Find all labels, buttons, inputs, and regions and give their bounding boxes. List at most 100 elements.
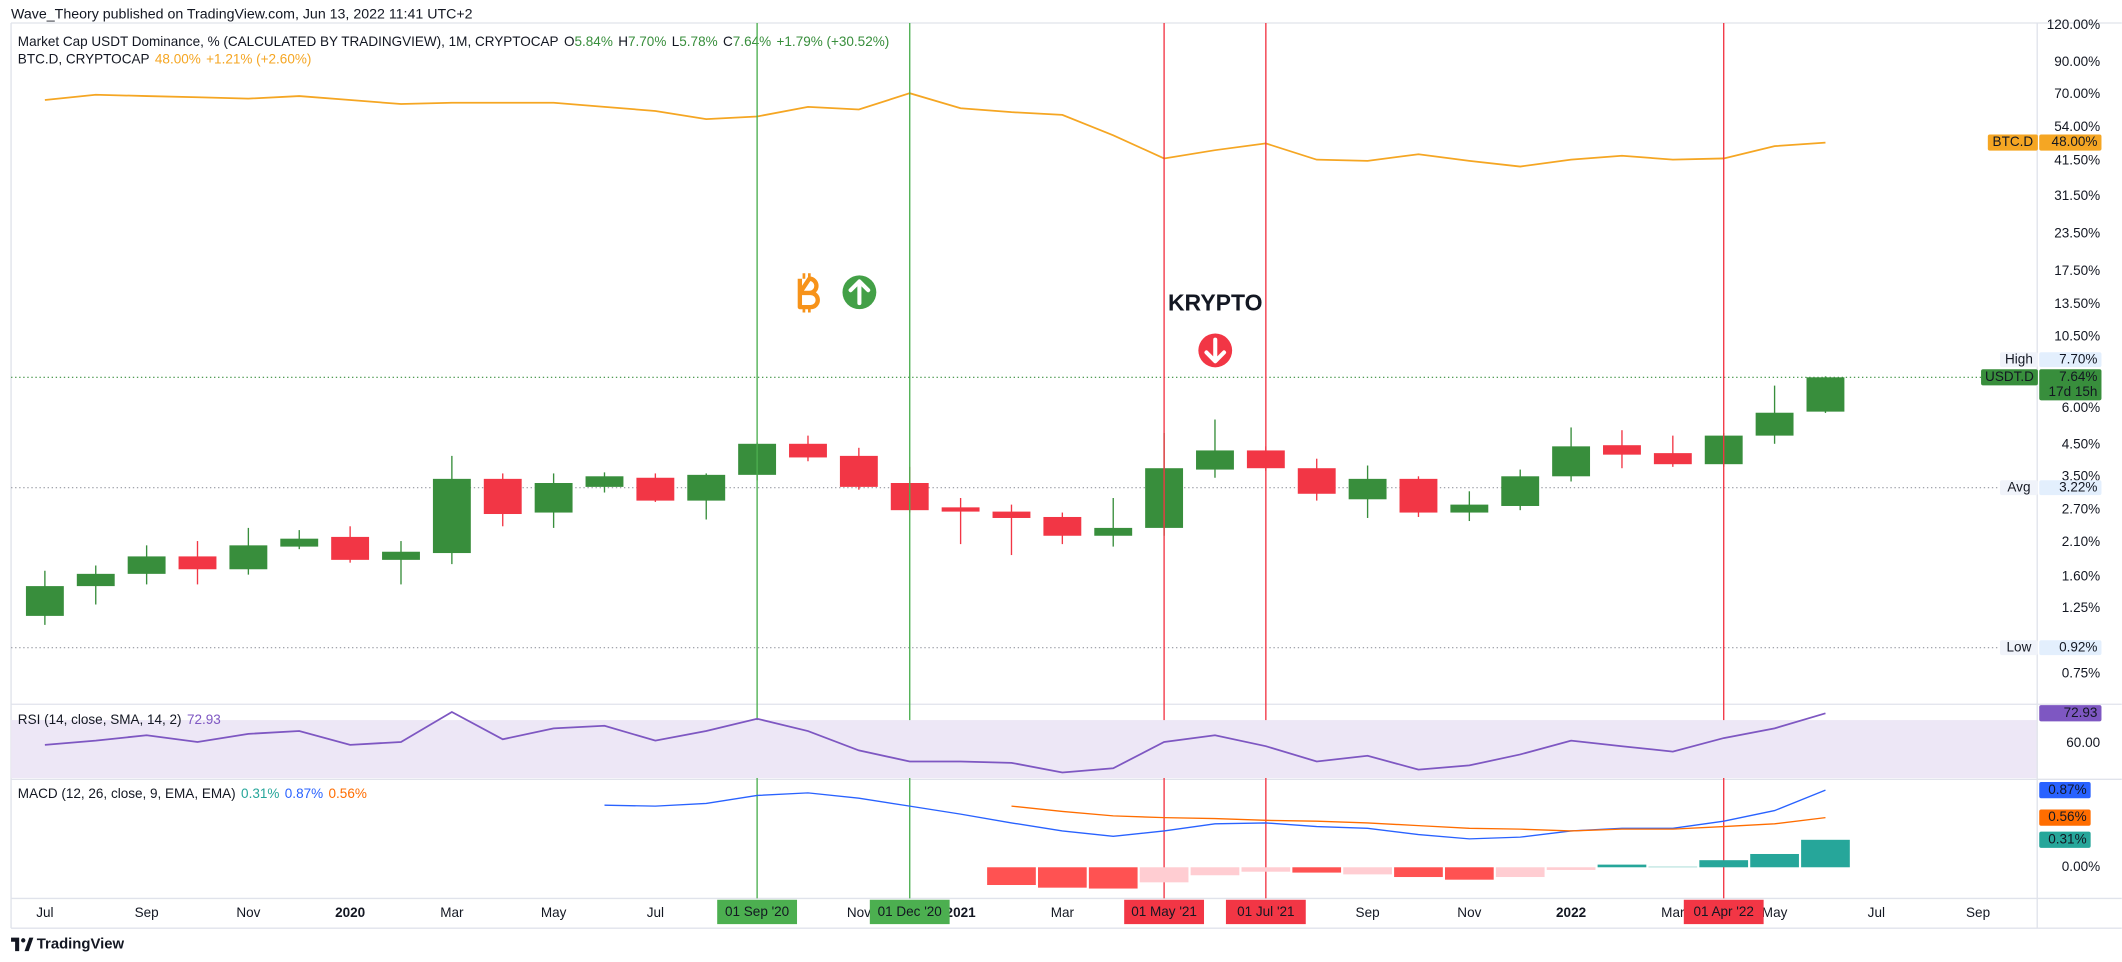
tradingview-logo bbox=[11, 937, 34, 952]
y-tick-label: 0.75% bbox=[2062, 665, 2100, 680]
footer-brand: TradingView bbox=[37, 936, 125, 952]
bitcoin-icon bbox=[797, 273, 820, 313]
ohlc-value: 7.64% bbox=[733, 34, 771, 49]
marker-label-box bbox=[869, 899, 950, 925]
histogram-bar bbox=[1190, 867, 1240, 876]
candle-body bbox=[636, 477, 675, 501]
rsi-tag: 72.93 bbox=[2064, 705, 2098, 720]
histogram-bar bbox=[1648, 866, 1698, 868]
x-tick-label: Sep bbox=[1966, 905, 1990, 920]
macd-line bbox=[604, 789, 1826, 840]
candle-body bbox=[127, 556, 166, 574]
marker-label: 01 Jul '21 bbox=[1237, 904, 1294, 919]
candle-body bbox=[25, 586, 64, 616]
macd-tag-box bbox=[2039, 782, 2091, 799]
candle-body bbox=[1196, 450, 1234, 470]
candle-body bbox=[1755, 412, 1794, 436]
candle-body bbox=[76, 573, 115, 587]
candle-body bbox=[992, 511, 1031, 518]
marker-label-box bbox=[1225, 899, 1306, 925]
x-tick-label: Sep bbox=[1356, 905, 1380, 920]
candle-body bbox=[1653, 453, 1692, 465]
level-tag-name: High bbox=[2005, 351, 2033, 366]
histogram-bar bbox=[1444, 867, 1494, 880]
series-tag-value: 48.00% bbox=[2052, 134, 2098, 149]
y-tick-label: 41.50% bbox=[2054, 153, 2100, 168]
level-tag-name-box bbox=[1999, 640, 2038, 656]
x-tick-label: Mar bbox=[1051, 905, 1075, 920]
candle-body bbox=[382, 551, 420, 560]
level-tag-value: 0.92% bbox=[2059, 639, 2097, 654]
level-tag-name-box bbox=[1999, 352, 2038, 368]
legend: RSI (14, close, SMA, 14, 2) 72.93 bbox=[18, 711, 221, 726]
marker-label: 01 Apr '22 bbox=[1693, 904, 1753, 919]
histogram-bar bbox=[987, 867, 1036, 886]
y-tick-label: 10.50% bbox=[2054, 328, 2100, 343]
y-tick-label: 90.00% bbox=[2054, 54, 2100, 69]
legend-value: 0.56% bbox=[329, 786, 367, 801]
histogram-tag-box bbox=[2039, 831, 2091, 848]
histogram-tag: 0.31% bbox=[2048, 831, 2086, 846]
x-tick-label: 2020 bbox=[335, 905, 365, 920]
legend-title: Market Cap USDT Dominance, % (CALCULATED… bbox=[18, 34, 559, 49]
y-tick-label: 2.10% bbox=[2062, 534, 2100, 549]
histogram-bar bbox=[1394, 867, 1443, 878]
y-tick-label: 4.50% bbox=[2062, 437, 2100, 452]
candle-body bbox=[1399, 478, 1438, 513]
histogram-bar bbox=[1139, 867, 1189, 883]
y-tick-label: 2.70% bbox=[2062, 502, 2100, 517]
y-tick-label: 1.60% bbox=[2062, 569, 2100, 584]
level-tag-name: Avg bbox=[2007, 479, 2030, 494]
btc-dominance-line bbox=[44, 92, 1826, 168]
legend: Market Cap USDT Dominance, % (CALCULATED… bbox=[18, 34, 889, 49]
x-tick-label: Jul bbox=[36, 905, 53, 920]
level-tag-name-box bbox=[1999, 480, 2038, 496]
candle-body bbox=[178, 556, 217, 570]
x-tick-label: Nov bbox=[847, 905, 871, 920]
plot-area bbox=[11, 710, 2037, 778]
histogram-bar bbox=[1241, 867, 1291, 872]
marker-label-box bbox=[1683, 899, 1764, 925]
level-tag-value: 3.22% bbox=[2059, 479, 2097, 494]
candle-body bbox=[1552, 446, 1591, 477]
x-tick-label: Nov bbox=[1457, 905, 1481, 920]
ohlc-value: 5.78% bbox=[679, 34, 717, 49]
candle-body bbox=[1297, 468, 1336, 494]
candle-body bbox=[483, 478, 522, 515]
level-tag-value-box bbox=[2039, 640, 2102, 656]
signal-tag-box bbox=[2039, 809, 2091, 826]
y-tick-label: 6.00% bbox=[2062, 400, 2100, 415]
x-tick-label: May bbox=[1762, 905, 1788, 920]
marker-label-box bbox=[1124, 899, 1205, 925]
rsi-band bbox=[11, 720, 2037, 778]
ohlc-key: O bbox=[564, 34, 575, 49]
candle-body bbox=[687, 474, 726, 501]
series-tag-value-box bbox=[2039, 134, 2102, 151]
ohlc-key: H bbox=[618, 34, 628, 49]
legend-value: 0.31% bbox=[241, 786, 279, 801]
candle-body bbox=[1603, 445, 1641, 455]
y-tick-label: 54.00% bbox=[2054, 119, 2100, 134]
level-tag-name: Low bbox=[2007, 639, 2032, 654]
plot-area bbox=[604, 789, 1850, 889]
candle-body bbox=[1501, 476, 1540, 506]
histogram-bar bbox=[1292, 867, 1342, 873]
x-tick-label: Nov bbox=[236, 905, 260, 920]
candle-body bbox=[1094, 527, 1133, 536]
x-tick-label: Jul bbox=[1868, 905, 1885, 920]
candle-body bbox=[432, 478, 471, 554]
x-tick-label: 2021 bbox=[946, 905, 977, 920]
candle-body bbox=[331, 536, 370, 560]
rsi-line bbox=[44, 710, 1826, 774]
change-value: +1.79% (+30.52%) bbox=[777, 34, 890, 49]
candle-body bbox=[585, 476, 624, 487]
ohlc-value: 7.70% bbox=[628, 34, 666, 49]
series-tag-name: USDT.D bbox=[1985, 369, 2034, 384]
y-tick-label: 13.50% bbox=[2054, 296, 2100, 311]
level-tag-value-box bbox=[2039, 352, 2102, 368]
level-tag-value: 7.70% bbox=[2059, 351, 2097, 366]
series-tag-value: 7.64% bbox=[2059, 369, 2097, 384]
y-tick-label: 1.25% bbox=[2062, 600, 2100, 615]
